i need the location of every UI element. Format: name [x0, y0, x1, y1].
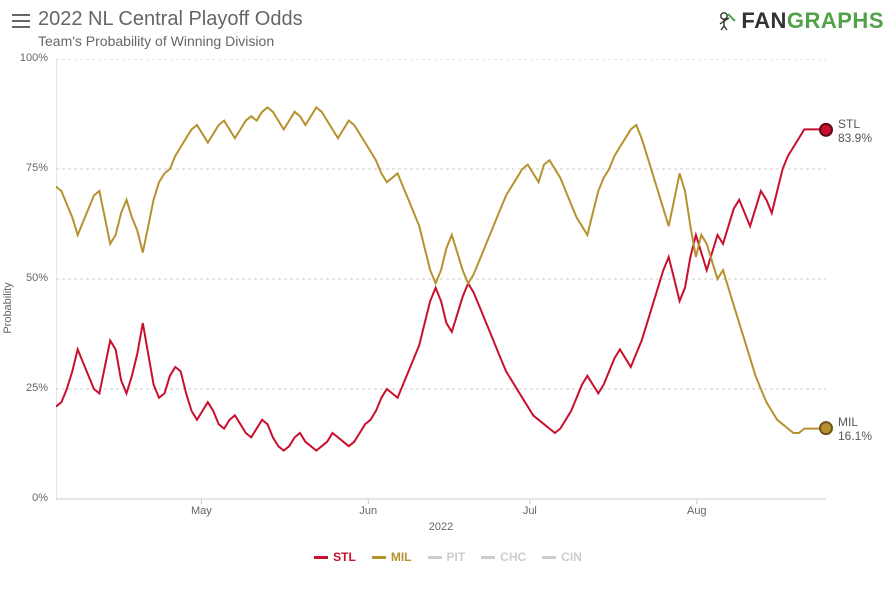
y-tick-label: 25% [0, 382, 48, 394]
legend-label: PIT [447, 550, 466, 564]
legend-swatch [428, 556, 442, 559]
legend-label: CHC [500, 550, 526, 564]
legend-swatch [314, 556, 328, 559]
chart-container: Probability 0% 25% 50% 75% 100% May Jun Jul Aug… [0, 49, 896, 566]
chart-subtitle: Team's Probability of Winning Division [38, 33, 717, 49]
y-axis-label: Probability [2, 282, 14, 333]
x-tick-label: Aug [687, 505, 707, 517]
legend-item-pit[interactable]: PIT [428, 550, 466, 564]
legend-label: CIN [561, 550, 582, 564]
chart-title: 2022 NL Central Playoff Odds [38, 8, 717, 31]
legend-item-chc[interactable]: CHC [481, 550, 526, 564]
line-chart[interactable] [56, 59, 896, 509]
legend-swatch [481, 556, 495, 559]
logo-icon [717, 10, 739, 32]
y-tick-label: 0% [0, 492, 48, 504]
legend-item-cin[interactable]: CIN [542, 550, 582, 564]
legend-item-stl[interactable]: STL [314, 550, 356, 564]
logo-text-fan: FAN [741, 8, 787, 34]
fangraphs-logo[interactable]: FANGRAPHS [717, 8, 884, 34]
x-axis-label: 2022 [429, 521, 453, 533]
end-marker-mil [820, 422, 832, 434]
end-marker-stl [820, 124, 832, 136]
end-label-stl: STL83.9% [838, 118, 872, 146]
series-stl [56, 129, 826, 450]
legend-swatch [372, 556, 386, 559]
hamburger-menu-icon[interactable] [12, 14, 30, 28]
x-tick-label: Jul [523, 505, 537, 517]
x-tick-label: May [191, 505, 212, 517]
legend: STL MIL PIT CHC CIN [0, 548, 896, 565]
legend-swatch [542, 556, 556, 559]
x-tick-label: Jun [359, 505, 377, 517]
legend-label: STL [333, 550, 356, 564]
legend-label: MIL [391, 550, 412, 564]
y-tick-label: 100% [0, 52, 48, 64]
logo-text-graphs: GRAPHS [787, 8, 884, 34]
legend-item-mil[interactable]: MIL [372, 550, 412, 564]
y-tick-label: 75% [0, 162, 48, 174]
end-label-mil: MIL16.1% [838, 416, 872, 444]
y-tick-label: 50% [0, 272, 48, 284]
series-mil [56, 107, 826, 433]
